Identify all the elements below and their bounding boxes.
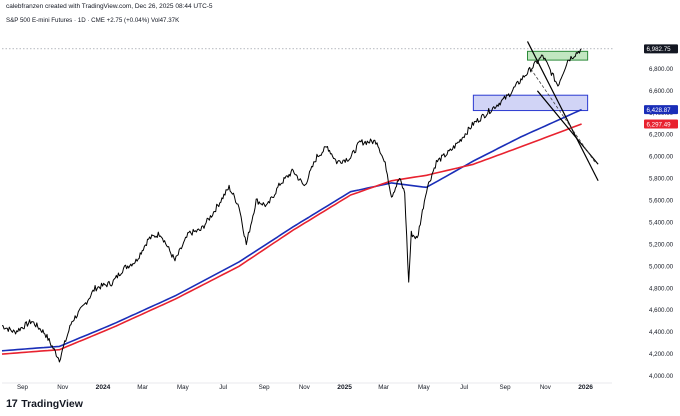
x-tick-label: May [418, 384, 431, 391]
y-tick-label: 5,200.00 [649, 241, 674, 248]
y-tick-label: 6,600.00 [649, 88, 674, 95]
x-tick-label: Mar [378, 384, 389, 391]
x-tick-label: Jul [219, 384, 227, 391]
price-tag-bg-3 [644, 119, 678, 129]
y-tick-label: 4,000.00 [649, 373, 674, 380]
price-tag-bg-2 [644, 105, 678, 115]
trend-line-1 [526, 41, 599, 182]
x-tick-label: Sep [17, 384, 29, 391]
y-tick-label: 6,800.00 [649, 66, 674, 73]
price-line [1, 48, 582, 363]
trend-line-3 [530, 68, 596, 163]
price-tag-label-1: 6,982.75 [647, 46, 672, 53]
x-tick-label: Nov [57, 384, 69, 391]
x-tick-label: May [177, 384, 190, 391]
price-tag-label-2: 6,428.87 [647, 107, 672, 114]
instrument-title: S&P 500 E-mini Futures · 1D · CME +2.75 … [6, 17, 180, 24]
x-tick-label: Jul [460, 384, 468, 391]
tradingview-logo: 17 [6, 398, 18, 410]
price-tags-layer: 6,982.75 6,428.87 6,297.49 [644, 44, 678, 129]
y-tick-label: 5,000.00 [649, 263, 674, 270]
zones-layer [472, 50, 589, 112]
y-tick-label: 5,800.00 [649, 176, 674, 183]
support-zone-1 [472, 94, 589, 112]
y-tick-label: 4,600.00 [649, 307, 674, 314]
tradingview-brand: TradingView [21, 398, 83, 410]
axes-layer: Sep Nov 2024 Mar May Jul Sep Nov 2025 Mar May Jul Se… [2, 66, 674, 391]
x-tick-label: Sep [259, 384, 271, 391]
footer: 17 TradingView [6, 398, 83, 410]
y-tick-label: 6,200.00 [649, 132, 674, 139]
y-tick-label: 6,000.00 [649, 154, 674, 161]
price-tag-label-3: 6,297.49 [647, 121, 672, 128]
y-tick-label: 4,200.00 [649, 351, 674, 358]
x-tick-label: Nov [540, 384, 552, 391]
y-tick-label: 4,800.00 [649, 285, 674, 292]
chart-attribution: calebfranzen created with TradingView.co… [6, 3, 213, 10]
x-tick-label: 2024 [96, 384, 111, 391]
x-tick-label: Sep [500, 384, 512, 391]
moving-average-line-1 [1, 108, 582, 352]
x-tick-label: Nov [299, 384, 311, 391]
price-layer [1, 48, 614, 363]
moving-averages-layer [1, 108, 582, 355]
y-tick-label: 4,400.00 [649, 329, 674, 336]
price-tag-bg-1 [644, 44, 678, 54]
x-tick-label: 2025 [337, 384, 352, 391]
x-tick-label: Mar [137, 384, 148, 391]
y-tick-label: 5,600.00 [649, 198, 674, 205]
trend-lines-layer [526, 41, 599, 182]
x-tick-label: 2026 [578, 384, 593, 391]
support-zone-2 [526, 50, 589, 61]
y-tick-label: 5,400.00 [649, 219, 674, 226]
moving-average-line-2 [1, 123, 582, 355]
